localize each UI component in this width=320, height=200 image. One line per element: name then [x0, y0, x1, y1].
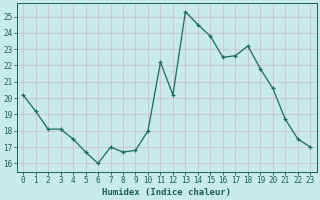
- X-axis label: Humidex (Indice chaleur): Humidex (Indice chaleur): [102, 188, 231, 197]
